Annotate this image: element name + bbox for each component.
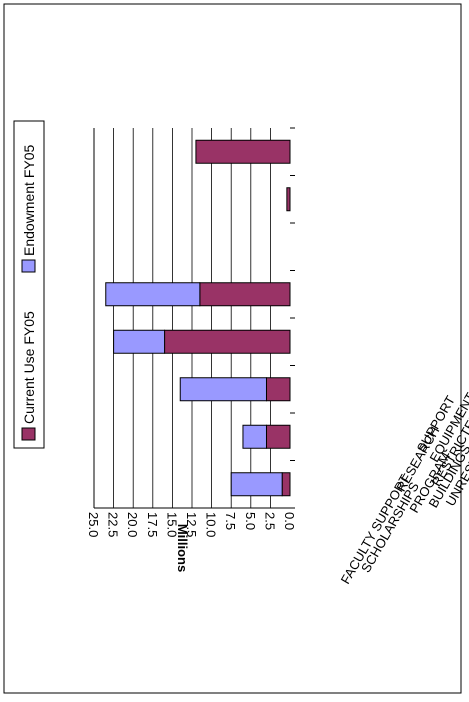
bar-segment bbox=[179, 377, 267, 402]
bar-segment bbox=[195, 139, 291, 164]
value-tick-label: 5.0 bbox=[243, 512, 258, 530]
bar-segment bbox=[199, 282, 291, 307]
value-tick-label: 22.5 bbox=[106, 512, 121, 537]
bar-segment bbox=[242, 424, 267, 449]
value-tick-label: 20.0 bbox=[125, 512, 140, 537]
value-tick-label: 0.0 bbox=[282, 512, 297, 530]
value-tick-label: 10.0 bbox=[204, 512, 219, 537]
value-tick-label: 25.0 bbox=[86, 512, 101, 537]
value-tick-label: 15.0 bbox=[164, 512, 179, 537]
bar-segment bbox=[281, 472, 291, 497]
bar-segment bbox=[164, 329, 291, 354]
legend: Current Use FY05 Endowment FY05 bbox=[13, 120, 45, 449]
legend-box bbox=[13, 120, 45, 449]
bar-segment bbox=[230, 472, 283, 497]
value-tick-label: 2.5 bbox=[262, 512, 277, 530]
value-tick-label: 7.5 bbox=[223, 512, 238, 530]
value-axis: 25.0 22.5 20.0 17.5 15.0 12.5 10.0 7.5 5.0 2.5 0.0 bbox=[86, 512, 297, 537]
legend-label-endowment: Endowment FY05 bbox=[21, 145, 37, 256]
value-tick-label: 12.5 bbox=[184, 512, 199, 537]
bar-segment bbox=[105, 282, 201, 307]
bar-segment bbox=[286, 187, 291, 212]
bars bbox=[105, 139, 291, 497]
bar-segment bbox=[113, 329, 166, 354]
value-tick-label: 17.5 bbox=[145, 512, 160, 537]
legend-label-current-use: Current Use FY05 bbox=[21, 311, 37, 424]
bar-segment bbox=[265, 424, 291, 449]
legend-swatch-endowment bbox=[21, 259, 36, 273]
bar-segment bbox=[265, 377, 291, 402]
value-axis-title: Millions bbox=[175, 524, 190, 572]
legend-swatch-current-use bbox=[21, 427, 36, 441]
